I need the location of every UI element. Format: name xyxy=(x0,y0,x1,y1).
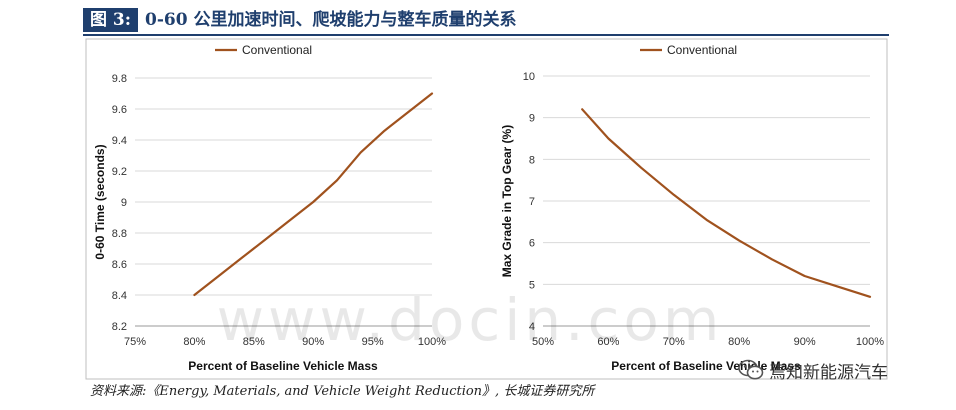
x-tick-label: 95% xyxy=(362,336,384,348)
y-tick-label: 7 xyxy=(529,196,535,208)
series-line-conventional xyxy=(581,108,872,298)
y-tick-label: 9.8 xyxy=(112,73,127,85)
x-tick-label: 90% xyxy=(302,336,324,348)
y-tick-label: 9 xyxy=(529,113,535,125)
legend-label: Conventional xyxy=(242,43,312,57)
y-axis-title: Max Grade in Top Gear (%) xyxy=(500,125,514,277)
x-tick-label: 80% xyxy=(183,336,205,348)
chart-acceleration-time: 8.2 8.4 8.6 8.8 9 9.2 9.4 9.6 9.8 75% 80% 85% 90% 95%… xyxy=(93,43,446,373)
x-tick-label: 60% xyxy=(597,336,619,348)
figure-title: 0-60 公里加速时间、爬坡能力与整车质量的关系 xyxy=(145,10,517,30)
y-tick-label: 9 xyxy=(121,197,127,209)
source-note: 资料来源:《Energy, Materials, and Vehicle Wei… xyxy=(90,384,595,399)
y-tick-label: 9.6 xyxy=(112,104,127,116)
series-line-conventional xyxy=(193,92,434,297)
y-tick-label: 5 xyxy=(529,279,535,291)
y-tick-label: 10 xyxy=(523,71,535,83)
x-tick-label: 90% xyxy=(794,336,816,348)
figure-label: 图 3: xyxy=(83,8,139,32)
y-axis-title: 0-60 Time (seconds) xyxy=(93,144,107,259)
y-tick-label: 9.4 xyxy=(112,135,127,147)
y-tick-label: 8 xyxy=(529,154,535,166)
x-axis-title: Percent of Baseline Vehicle Mass xyxy=(188,359,378,373)
watermark: www.docin.com xyxy=(217,286,724,354)
y-tick-label: 8.4 xyxy=(112,290,127,302)
wechat-icon xyxy=(738,359,764,380)
y-tick-label: 4 xyxy=(529,321,535,333)
y-tick-label: 6 xyxy=(529,238,535,250)
chart-area-border xyxy=(85,38,888,380)
y-tick-label: 8.2 xyxy=(112,321,127,333)
x-tick-label: 75% xyxy=(124,336,146,348)
wechat-badge: 焉知新能源汽车 xyxy=(738,358,888,383)
x-tick-label: 50% xyxy=(532,336,554,348)
y-tick-label: 8.8 xyxy=(112,228,127,240)
legend-label: Conventional xyxy=(667,43,737,57)
x-tick-label: 100% xyxy=(418,336,446,348)
x-tick-label: 80% xyxy=(728,336,750,348)
figure-title-bar: 图 3: 0-60 公里加速时间、爬坡能力与整车质量的关系 xyxy=(83,8,889,36)
x-tick-label: 85% xyxy=(243,336,265,348)
x-tick-label: 70% xyxy=(663,336,685,348)
y-tick-label: 9.2 xyxy=(112,166,127,178)
badge-text: 焉知新能源汽车 xyxy=(769,362,888,383)
y-tick-label: 8.6 xyxy=(112,259,127,271)
x-tick-label: 100% xyxy=(856,336,884,348)
